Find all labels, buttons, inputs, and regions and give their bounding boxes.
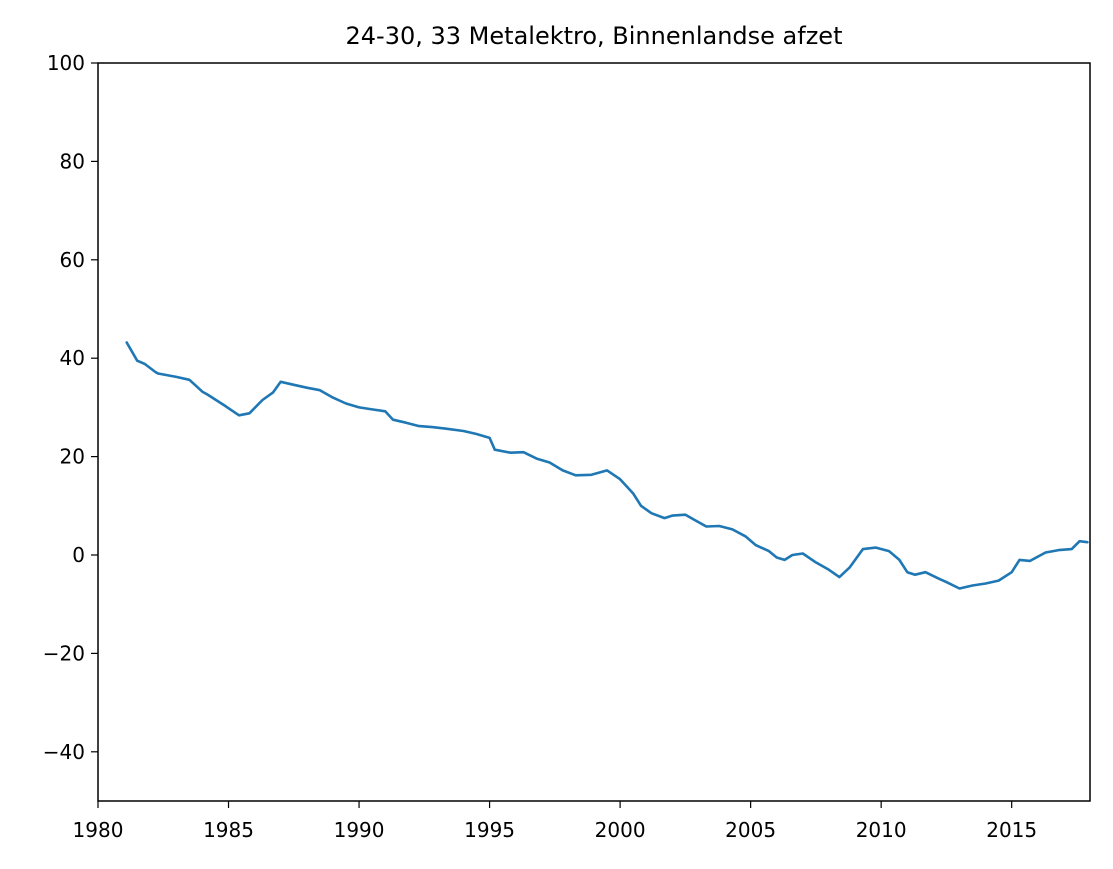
x-tick-label: 2015 xyxy=(986,818,1037,842)
x-tick-label: 2010 xyxy=(856,818,907,842)
y-axis: −40 −20 0 20 40 60 80 100 xyxy=(43,51,98,764)
y-tick-label: 40 xyxy=(60,346,85,370)
chart-title: 24-30, 33 Metalektro, Binnenlandse afzet xyxy=(346,22,843,50)
y-tick-label: 60 xyxy=(60,248,85,272)
x-tick-label: 1995 xyxy=(464,818,515,842)
y-tick-label: 0 xyxy=(72,543,85,567)
x-tick-label: 1990 xyxy=(334,818,385,842)
y-tick-label: 80 xyxy=(60,149,85,173)
plot-area-frame xyxy=(97,62,1091,802)
series-layer xyxy=(125,341,1089,590)
y-tick-label: 100 xyxy=(47,51,85,75)
x-tick-label: 1985 xyxy=(203,818,254,842)
series-line xyxy=(125,341,1089,590)
x-tick-label: 1980 xyxy=(73,818,124,842)
x-tick-label: 2005 xyxy=(725,818,776,842)
x-tick-label: 2000 xyxy=(595,818,646,842)
y-tick-label: −40 xyxy=(43,740,85,764)
y-tick-label: 20 xyxy=(60,445,85,469)
x-axis: 1980 1985 1990 1995 2000 2005 2010 2015 xyxy=(73,801,1037,842)
y-tick-label: −20 xyxy=(43,641,85,665)
